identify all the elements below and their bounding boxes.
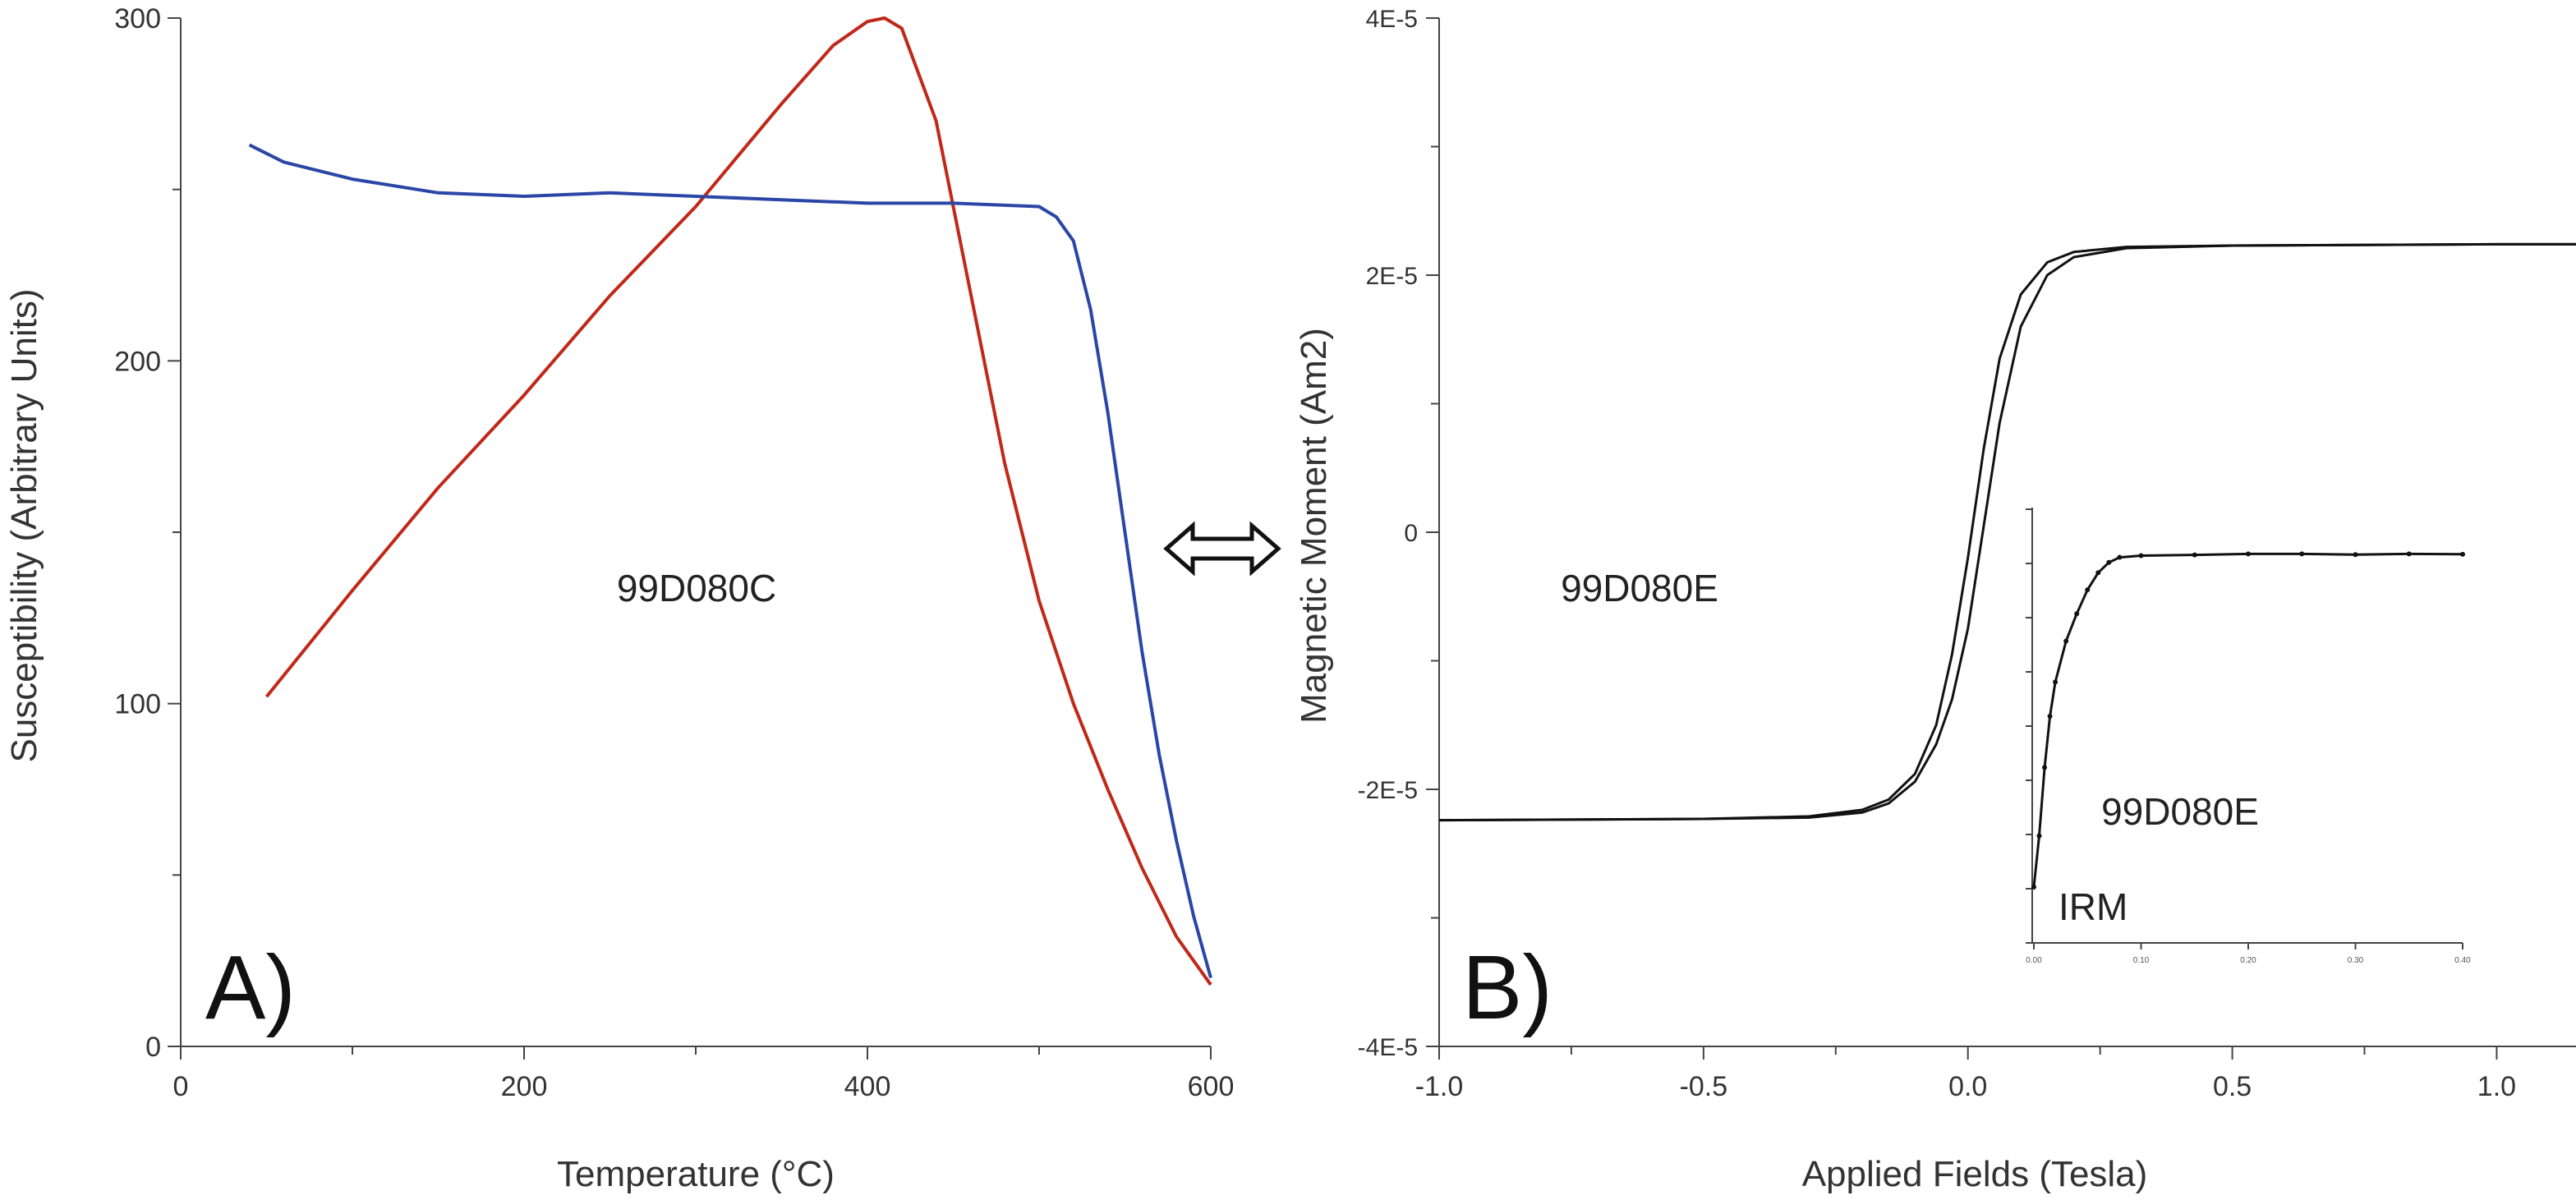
- inset-data-point: [2074, 611, 2080, 617]
- inset-sample-label: 99D080E: [2101, 790, 2259, 833]
- panel-a-y-tick-label: 100: [114, 689, 161, 720]
- panel-b-x-tick-label: 0.0: [1948, 1071, 1987, 1102]
- inset-series-IRM: [2032, 552, 2463, 888]
- panel-b-y-axis-title: Magnetic Moment (Am2): [1294, 328, 1334, 724]
- panel-b-x-tick-label: -0.5: [1680, 1071, 1728, 1102]
- panel-a-x-tick-label: 600: [1188, 1071, 1235, 1102]
- panel-a-series-heating: [264, 16, 1212, 986]
- panel-b-x-tick-label: -1.0: [1415, 1071, 1464, 1102]
- panel-a-y-tick-label: 200: [114, 346, 161, 377]
- double-arrow-icon: [1163, 521, 1281, 577]
- inset-data-point: [2138, 553, 2144, 559]
- panel-b-x-axis-title: Applied Fields (Tesla): [1802, 1154, 2148, 1194]
- inset-x-tick-label: 0.10: [2133, 956, 2150, 965]
- panel-b-x-tick-label: 1.0: [2477, 1071, 2516, 1102]
- inset-data-point: [2063, 638, 2069, 644]
- inset-data-point: [2406, 551, 2412, 557]
- inset-data-point: [2047, 714, 2053, 719]
- panel-b-ticks: -1.0 -0.5 0.0 0.5 1.0 -4E-5 -2E-5 0 2E-5 4E-5: [1358, 6, 2516, 1102]
- panel-b-x-tick-label: 0.5: [2213, 1071, 2252, 1102]
- panel-a-x-axis-title: Temperature (°C): [557, 1154, 835, 1194]
- panel-b-series-hysteresis-upper: [1438, 242, 2576, 822]
- inset-data-point: [2353, 552, 2358, 558]
- panel-a-x-tick-label: 400: [844, 1071, 891, 1102]
- panel-b-series-hysteresis-lower: [1438, 242, 2576, 822]
- inset-data-point: [2192, 552, 2197, 558]
- panel-a-series-cooling: [248, 143, 1212, 979]
- panel-a-x-tick-label: 0: [173, 1071, 189, 1102]
- panel-a-x-tick-label: 200: [501, 1071, 548, 1102]
- inset-data-point: [2031, 885, 2036, 890]
- inset-x-tick-label: 0.30: [2348, 956, 2364, 965]
- panel-a-y-tick-label: 0: [145, 1032, 161, 1063]
- inset-data-point: [2095, 570, 2101, 576]
- inset-data-point: [2085, 587, 2091, 593]
- panel-b-y-tick-label: 2E-5: [1366, 263, 1418, 290]
- inset-data-point: [2106, 559, 2112, 565]
- panel-b: -1.0 -0.5 0.0 0.5 1.0 -4E-5 -2E-5 0 2E-5 4E-5 App…: [1294, 6, 2576, 1194]
- panel-b-y-tick-label: -2E-5: [1358, 777, 1418, 804]
- panel-a-series: [248, 16, 1212, 986]
- panel-a-y-tick-label: 300: [114, 3, 161, 34]
- inset-x-tick-label: 0.00: [2026, 956, 2042, 965]
- inset-series: [2031, 551, 2465, 890]
- irm-inset: 0.00 0.10 0.20 0.30 0.40 99D080E IRM: [2026, 508, 2471, 965]
- panel-b-y-tick-label: -4E-5: [1358, 1034, 1418, 1061]
- inset-data-point: [2042, 765, 2048, 770]
- panel-b-y-tick-label: 0: [1404, 520, 1418, 547]
- inset-data-point: [2460, 551, 2465, 557]
- panel-b-sample-label: 99D080E: [1561, 567, 1718, 609]
- panel-b-series: [1438, 242, 2576, 822]
- panel-a: 0 200 400 600 0 100 200 300 Temperature (°C) Su…: [4, 3, 1234, 1194]
- inset-data-point: [2246, 551, 2251, 557]
- panel-b-y-tick-label: 4E-5: [1366, 6, 1418, 33]
- panel-a-label: A): [205, 937, 296, 1038]
- inset-data-point: [2036, 833, 2042, 839]
- inset-ticks: 0.00 0.10 0.20 0.30 0.40: [2026, 508, 2471, 965]
- inset-data-point: [2117, 554, 2123, 560]
- inset-data-point: [2299, 551, 2305, 557]
- inset-x-tick-label: 0.20: [2240, 956, 2256, 965]
- inset-curve-label: IRM: [2058, 885, 2128, 928]
- panel-a-ticks: 0 200 400 600 0 100 200 300: [114, 3, 1234, 1102]
- inset-data-point: [2053, 679, 2058, 685]
- panel-a-y-axis-title: Susceptibility (Arbitrary Units): [4, 288, 44, 762]
- panel-b-label: B): [1462, 937, 1552, 1038]
- panel-a-sample-label: 99D080C: [617, 567, 776, 609]
- inset-x-tick-label: 0.40: [2454, 956, 2471, 965]
